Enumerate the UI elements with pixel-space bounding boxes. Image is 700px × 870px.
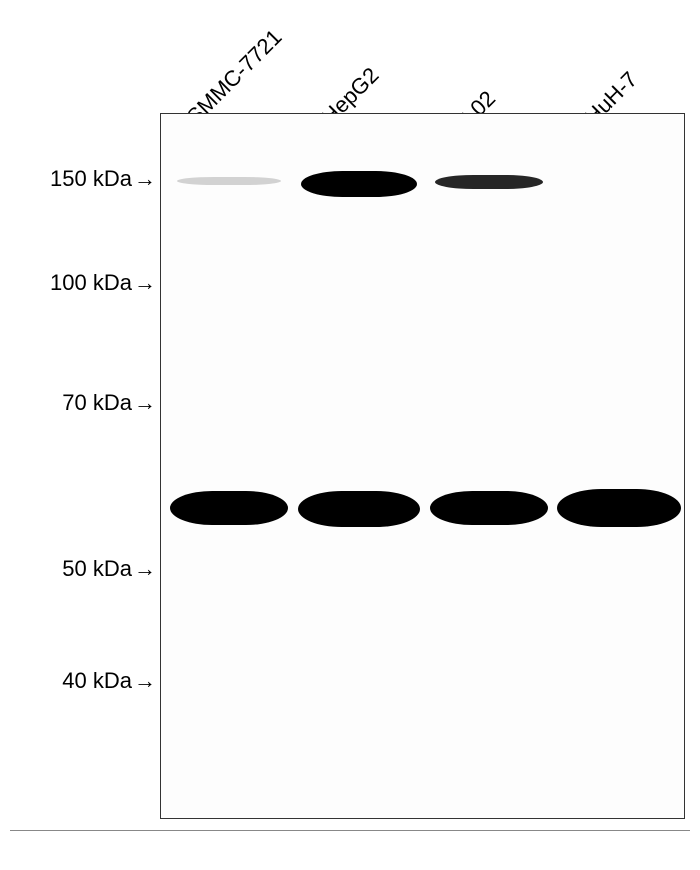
band-55-lane1 bbox=[170, 491, 288, 525]
arrow-icon: → bbox=[134, 166, 156, 192]
band-150-lane2 bbox=[301, 171, 417, 197]
arrow-icon: → bbox=[134, 668, 156, 694]
band-150-lane3 bbox=[435, 175, 543, 189]
band-55-lane3 bbox=[430, 491, 548, 525]
band-55-lane4 bbox=[557, 489, 681, 527]
marker-100kda: 100 kDa→ bbox=[50, 270, 156, 296]
arrow-icon: → bbox=[134, 556, 156, 582]
blot-figure: SMMC-7721 HepG2 L02 HuH-7 150 kDa→ 100 k… bbox=[0, 0, 700, 870]
arrow-icon: → bbox=[134, 390, 156, 416]
figure-bottom-border bbox=[10, 830, 690, 831]
band-55-lane2 bbox=[298, 491, 420, 527]
marker-70kda: 70 kDa→ bbox=[62, 390, 156, 416]
marker-40kda: 40 kDa→ bbox=[62, 668, 156, 694]
blot-membrane: WWW.PTGLAB.COM bbox=[160, 113, 685, 819]
marker-50kda: 50 kDa→ bbox=[62, 556, 156, 582]
marker-150kda: 150 kDa→ bbox=[50, 166, 156, 192]
arrow-icon: → bbox=[134, 270, 156, 296]
band-150-lane1 bbox=[177, 177, 281, 185]
